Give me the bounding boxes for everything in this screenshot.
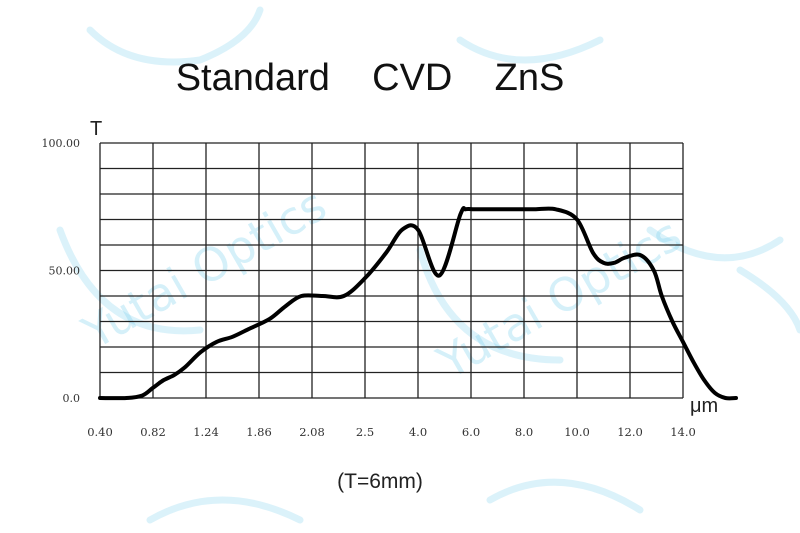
series-line: [98, 206, 738, 401]
y-axis-ticks: 100.00 50.00 0.0: [42, 137, 81, 405]
chart-grid: [99, 142, 684, 399]
x-tick-label: 1.86: [246, 425, 272, 439]
y-tick-label: 100.00: [42, 137, 81, 150]
x-tick-label: 0.82: [140, 425, 166, 439]
x-axis-ticks: 0.40 0.82 1.24 1.86 2.08 2.5 4.0 6.0 8.0 10.0 12.0…: [87, 425, 696, 439]
x-tick-label: 14.0: [670, 425, 696, 439]
x-tick-label: 10.0: [564, 425, 590, 439]
x-tick-label: 0.40: [87, 425, 113, 439]
x-tick-label: 8.0: [515, 425, 533, 439]
y-tick-label: 0.0: [63, 392, 81, 405]
x-tick-label: 6.0: [462, 425, 480, 439]
x-tick-label: 4.0: [409, 425, 427, 439]
x-tick-label: 2.08: [299, 425, 325, 439]
chart-title: Standard CVD ZnS: [176, 57, 565, 99]
y-axis-label: T: [90, 118, 102, 140]
x-tick-label: 12.0: [617, 425, 643, 439]
chart-note: (T=6mm): [337, 470, 423, 493]
x-axis-label: μm: [690, 395, 718, 417]
y-tick-label: 50.00: [49, 265, 81, 278]
x-tick-label: 2.5: [356, 425, 374, 439]
x-tick-label: 1.24: [193, 425, 219, 439]
